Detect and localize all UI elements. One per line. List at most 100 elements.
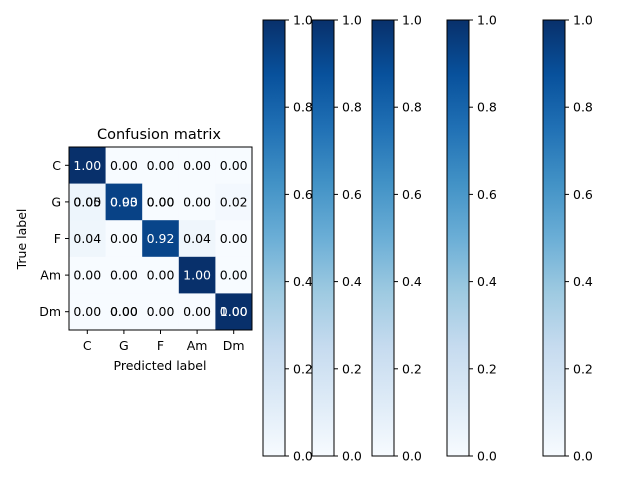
colorbar-tick-label: 0.6 [573,187,593,202]
colorbar-tick-label: 1.0 [402,13,422,28]
colorbar-tick-label: 0.8 [402,100,422,115]
colorbars: 0.0 0.2 0.4 0.6 0.8 1.0 0.0 0.2 0.4 0.6 0.8 1.0 0.0 0… [262,13,593,464]
heatmap-cell [215,183,253,221]
heatmap-cell [215,256,253,294]
colorbar [543,20,565,456]
heatmap-cell [142,183,180,221]
colorbar-tick-label: 0.0 [573,449,593,464]
cell-value-label: 0.04 [73,231,101,246]
x-tick-label: F [157,338,164,353]
cell-value-label: 0.00 [220,158,248,173]
colorbar-tick-label: 0.2 [342,361,362,376]
heatmap-cell [105,183,143,221]
cell-overlay-label: 0.00 [147,194,175,209]
y-tick-label: F [54,231,61,246]
cell-value-label: 0.93 [110,194,138,209]
heatmap-cell [142,256,180,294]
colorbar-tick-label: 0.8 [573,100,593,115]
y-axis-label: True label [14,209,29,271]
colorbar [447,20,469,456]
cell-value-label: 0.00 [147,304,175,319]
colorbar-tick-label: 1.0 [573,13,593,28]
cell-value-label: 1.00 [220,304,248,319]
colorbar-tick-label: 0.4 [477,274,497,289]
cell-value-label: 0.00 [73,304,101,319]
heatmap-cell [69,147,106,184]
heatmap-cell [178,220,216,258]
cell-value-label: 0.00 [147,158,175,173]
heatmap-cell [178,147,216,184]
cell-value-label: 0.00 [110,304,138,319]
heatmap-cell [178,183,216,221]
colorbar-tick-label: 0.0 [402,449,422,464]
cell-value-label: 0.00 [110,158,138,173]
x-tick-label: G [119,338,129,353]
cell-value-label: 0.00 [183,158,211,173]
colorbar-tick-label: 0.4 [293,274,313,289]
colorbar [263,20,285,456]
colorbar-tick-label: 0.0 [342,449,362,464]
colorbar-tick-label: 0.4 [402,274,422,289]
x-tick-label: Dm [223,338,245,353]
heatmap-cell [142,220,180,258]
cell-overlay-label: 0.00 [110,194,138,209]
colorbar-frame [542,19,566,457]
cell-value-label: 0.00 [183,194,211,209]
heatmap-cell [142,147,180,184]
heatmap: 1.00 0.00 0.00 0.00 0.000.05 0.93 0.00 0.00 0.02… [39,146,253,353]
colorbar-frame [262,19,286,457]
heatmap-cell [178,256,216,294]
cell-value-label: 0.00 [147,268,175,283]
colorbar-tick-label: 0.6 [402,187,422,202]
y-tick-label: Dm [39,304,61,319]
heatmap-cell [215,293,253,331]
colorbar-frame [311,19,335,457]
heatmap-cell [105,256,143,294]
cell-value-label: 0.00 [183,304,211,319]
heatmap-cell [105,293,143,331]
colorbar-frame [371,19,395,457]
heatmap-cell [69,256,106,294]
cell-value-label: 0.00 [73,268,101,283]
colorbar-tick-label: 1.0 [477,13,497,28]
colorbar [312,20,334,456]
heatmap-cell [69,183,106,221]
colorbar-tick-label: 0.4 [573,274,593,289]
colorbar-tick-label: 0.6 [293,187,313,202]
heatmap-cell [69,293,106,331]
cell-overlay-label: 0.00 [110,304,138,319]
heatmap-cell [178,293,216,331]
colorbar-tick-label: 1.0 [342,13,362,28]
x-tick-label: Am [187,338,208,353]
heatmap-cell [105,220,143,258]
cell-value-label: 0.00 [110,268,138,283]
colorbar [372,20,394,456]
colorbar-tick-label: 0.8 [477,100,497,115]
colorbar-frame [446,19,470,457]
colorbar-tick-label: 1.0 [293,13,313,28]
y-tick-label: Am [40,268,61,283]
cell-value-label: 1.00 [73,158,101,173]
colorbar-tick-label: 0.2 [477,361,497,376]
colorbar-tick-label: 0.2 [293,361,313,376]
x-tick-label: C [83,338,92,353]
chart-title: Confusion matrix [97,127,221,143]
colorbar-tick-label: 0.6 [477,187,497,202]
colorbar-tick-label: 0.4 [342,274,362,289]
cell-value-label: 0.04 [183,231,211,246]
colorbar-tick-label: 0.8 [293,100,313,115]
y-tick-label: G [51,194,61,209]
cell-value-label: 0.00 [110,231,138,246]
heatmap-cell [69,220,106,258]
colorbar-tick-label: 0.0 [477,449,497,464]
cell-value-label: 0.00 [220,231,248,246]
cell-value-label: 0.00 [220,268,248,283]
cell-value-label: 0.02 [220,194,248,209]
heatmap-cell [142,293,180,331]
cell-overlay-label: 0.00 [73,194,101,209]
colorbar-tick-label: 0.0 [293,449,313,464]
colorbar-tick-label: 0.6 [342,187,362,202]
cell-value-label: 0.00 [147,194,175,209]
colorbar-tick-label: 0.8 [342,100,362,115]
